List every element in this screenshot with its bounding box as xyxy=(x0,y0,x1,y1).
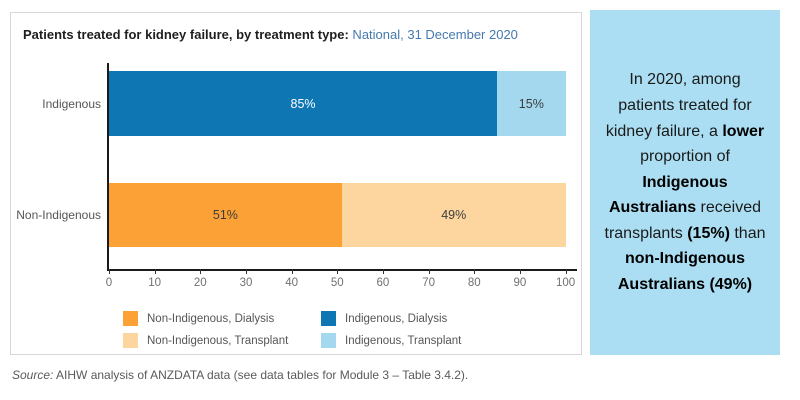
x-axis-tick xyxy=(382,269,384,274)
legend-item[interactable]: Non-Indigenous, Dialysis xyxy=(123,311,288,326)
legend-item-label: Non-Indigenous, Dialysis xyxy=(147,312,275,325)
x-axis-tick-label: 50 xyxy=(330,277,344,289)
bar-segment[interactable]: 49% xyxy=(341,183,566,247)
x-axis-tick-label: 90 xyxy=(513,277,527,289)
insight-text-run: than xyxy=(729,224,766,242)
legend-column-1: Non-Indigenous, Dialysis Non-Indigenous, … xyxy=(123,311,288,355)
chart-title: Patients treated for kidney failure, by … xyxy=(23,27,518,42)
stacked-bar: 51% 49% xyxy=(109,183,566,247)
legend-item-label: Non-Indigenous, Transplant xyxy=(147,334,289,347)
x-axis-tick xyxy=(154,269,156,274)
bar-segment-label: 15% xyxy=(518,96,544,111)
bar-segment-label: 49% xyxy=(441,208,467,222)
x-axis-tick-label: 30 xyxy=(239,277,253,289)
legend-item[interactable]: Indigenous, Transplant xyxy=(321,333,461,348)
chart-title-main: Patients treated for kidney failure, by … xyxy=(23,27,349,42)
stacked-bar: 85% 15% xyxy=(109,71,566,136)
x-axis-tick-label: 10 xyxy=(148,277,162,289)
x-axis-tick-label: 20 xyxy=(193,277,207,289)
legend-swatch xyxy=(321,311,336,326)
x-axis-tick xyxy=(428,269,430,274)
legend-item[interactable]: Non-Indigenous, Transplant xyxy=(123,333,288,348)
x-axis-tick xyxy=(474,269,476,274)
insight-text-run: received transplants xyxy=(604,199,762,242)
insight-text-bold-run: non-Indigenous Australians (49%) xyxy=(617,250,753,294)
insight-text-run: proportion of xyxy=(640,148,730,166)
x-axis-tick xyxy=(245,269,247,274)
insight-text-bold-run: Indigenous Australians xyxy=(608,173,728,217)
legend-item-label: Indigenous, Transplant xyxy=(345,334,462,347)
x-axis-tick xyxy=(519,269,521,274)
legend-swatch xyxy=(123,333,138,348)
chart-title-period: National, 31 December 2020 xyxy=(348,27,518,42)
x-axis-tick-label: 80 xyxy=(467,277,481,289)
chart-card: Patients treated for kidney failure, by … xyxy=(10,12,582,355)
x-axis-tick-label: 70 xyxy=(422,277,436,289)
insight-panel: In 2020, among patients treated for kidn… xyxy=(590,10,780,355)
source-text: AIHW analysis of ANZDATA data (see data … xyxy=(53,368,469,382)
bar-segment-label: 85% xyxy=(290,96,316,111)
source-prefix: Source: xyxy=(12,368,54,382)
category-label: Indigenous xyxy=(42,96,101,111)
x-axis-tick-label: 40 xyxy=(285,277,299,289)
legend-swatch xyxy=(123,311,138,326)
plot-area: Indigenous 85% 15% Non-Indigenous 51% 49% 0 10 2… xyxy=(16,63,577,289)
x-axis-tick-label: 100 xyxy=(555,277,576,289)
insight-text-run: In 2020, among patients treated for kidn… xyxy=(605,71,752,140)
insight-text: In 2020, among patients treated for kidn… xyxy=(590,67,780,297)
x-axis-tick xyxy=(109,269,110,274)
legend-swatch xyxy=(321,333,336,348)
legend-column-2: Indigenous, Dialysis Indigenous, Transpla… xyxy=(321,311,461,355)
insight-text-bold-run: lower xyxy=(722,122,765,140)
legend-item-label: Indigenous, Dialysis xyxy=(345,312,448,325)
x-axis-tick xyxy=(291,269,293,274)
x-axis-tick-label: 60 xyxy=(376,277,390,289)
x-axis-tick xyxy=(337,269,339,274)
x-axis-tick xyxy=(200,269,202,274)
source-note: Source: AIHW analysis of ANZDATA data (s… xyxy=(12,368,468,382)
bar-segment[interactable]: 15% xyxy=(497,71,566,136)
bar-segment-label: 51% xyxy=(212,208,238,222)
insight-text-bold-run: (15%) xyxy=(687,224,730,242)
x-axis-tick xyxy=(565,269,567,274)
category-label: Non-Indigenous xyxy=(16,208,101,222)
legend-item[interactable]: Indigenous, Dialysis xyxy=(321,311,461,326)
bar-segment[interactable]: 85% xyxy=(109,71,498,136)
bar-segment[interactable]: 51% xyxy=(109,183,342,247)
x-axis-tick-label: 0 xyxy=(105,277,113,289)
